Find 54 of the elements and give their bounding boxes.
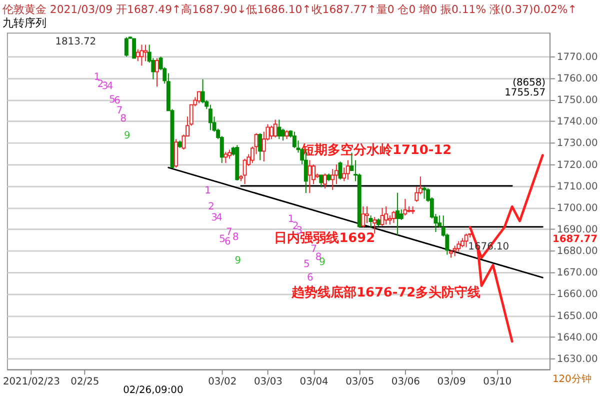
y-tick-label: 1630.00 bbox=[556, 354, 598, 365]
y-tick-label: 1730.00 bbox=[556, 138, 598, 150]
y-tick-label: 1670.00 bbox=[556, 268, 598, 279]
text: 02/26,09:00 bbox=[123, 385, 184, 396]
annotation: 8 bbox=[120, 113, 127, 124]
x-tick-label: 03/02 bbox=[208, 376, 237, 388]
y-tick-label: 1660.00 bbox=[556, 289, 598, 300]
annotation: 1 bbox=[288, 214, 294, 226]
annotation: 7 bbox=[226, 227, 232, 238]
annotation: (8658) bbox=[512, 78, 546, 89]
y-tick-label: 1650.00 bbox=[556, 310, 598, 322]
chart-title: 伦敦黄金 2021/03/09 开1687.49↑高1687.90↓低1686.10↑收1687.77↑量0 仓0 增0 振0.11% 涨(0.37)0.02%↑ bbox=[2, 2, 577, 16]
y-tick-label: 1680.00 bbox=[556, 246, 598, 258]
x-tick-label: 03/05 bbox=[346, 376, 374, 388]
annotation: 1 bbox=[204, 185, 211, 196]
annotation: 2 bbox=[208, 202, 214, 213]
annotation: 6 bbox=[114, 95, 120, 106]
annotation: 6 bbox=[224, 236, 231, 248]
annotation: 2 bbox=[292, 221, 299, 232]
annotation: 趋势线底部1676-72多头防守线 bbox=[290, 284, 481, 301]
y-tick-label: 1710.00 bbox=[556, 181, 598, 192]
annotation: 4 bbox=[216, 212, 222, 224]
y-tick-label: 1760.00 bbox=[556, 73, 598, 84]
annotation: 3 bbox=[102, 80, 108, 92]
annotation: 3 bbox=[211, 212, 218, 224]
y-tick-label: 1770.00 bbox=[556, 52, 598, 63]
annotation: 6 bbox=[306, 272, 314, 284]
y-tick-label: 1740.00 bbox=[556, 116, 598, 128]
text: 120分钟 bbox=[552, 373, 592, 386]
annotation: 9 bbox=[319, 257, 326, 268]
y-tick-label: 1640.00 bbox=[556, 332, 598, 344]
text: 1687.77 bbox=[552, 234, 598, 245]
annotation: 9 bbox=[234, 256, 242, 267]
y-tick-label: 1690.00 bbox=[556, 224, 598, 236]
annotation: 5 bbox=[109, 94, 116, 106]
annotation: 5 bbox=[304, 258, 310, 270]
chart-subtitle: 九转序列 bbox=[2, 16, 46, 30]
annotation: 1813.72 bbox=[55, 36, 96, 48]
x-tick-label: 03/03 bbox=[254, 376, 282, 388]
annotation: 7 bbox=[310, 244, 318, 255]
x-tick-label: 03/09 bbox=[437, 376, 466, 388]
annotation: 5 bbox=[219, 234, 226, 245]
annotation: 1755.57 bbox=[504, 87, 546, 98]
y-tick-label: 1750.00 bbox=[556, 95, 598, 106]
x-tick-label: 03/04 bbox=[300, 376, 328, 388]
y-tick-label: 1720.00 bbox=[556, 160, 598, 171]
x-tick-label: 2021/02/23 bbox=[2, 376, 60, 388]
annotation: 8 bbox=[232, 232, 239, 243]
y-tick-label: 1700.00 bbox=[556, 202, 598, 214]
x-tick-label: 03/06 bbox=[391, 376, 420, 388]
x-tick-label: 02/25 bbox=[70, 376, 100, 388]
x-tick-label: 03/10 bbox=[483, 376, 512, 388]
annotation: 9 bbox=[124, 130, 130, 142]
annotation: 4 bbox=[106, 80, 114, 92]
